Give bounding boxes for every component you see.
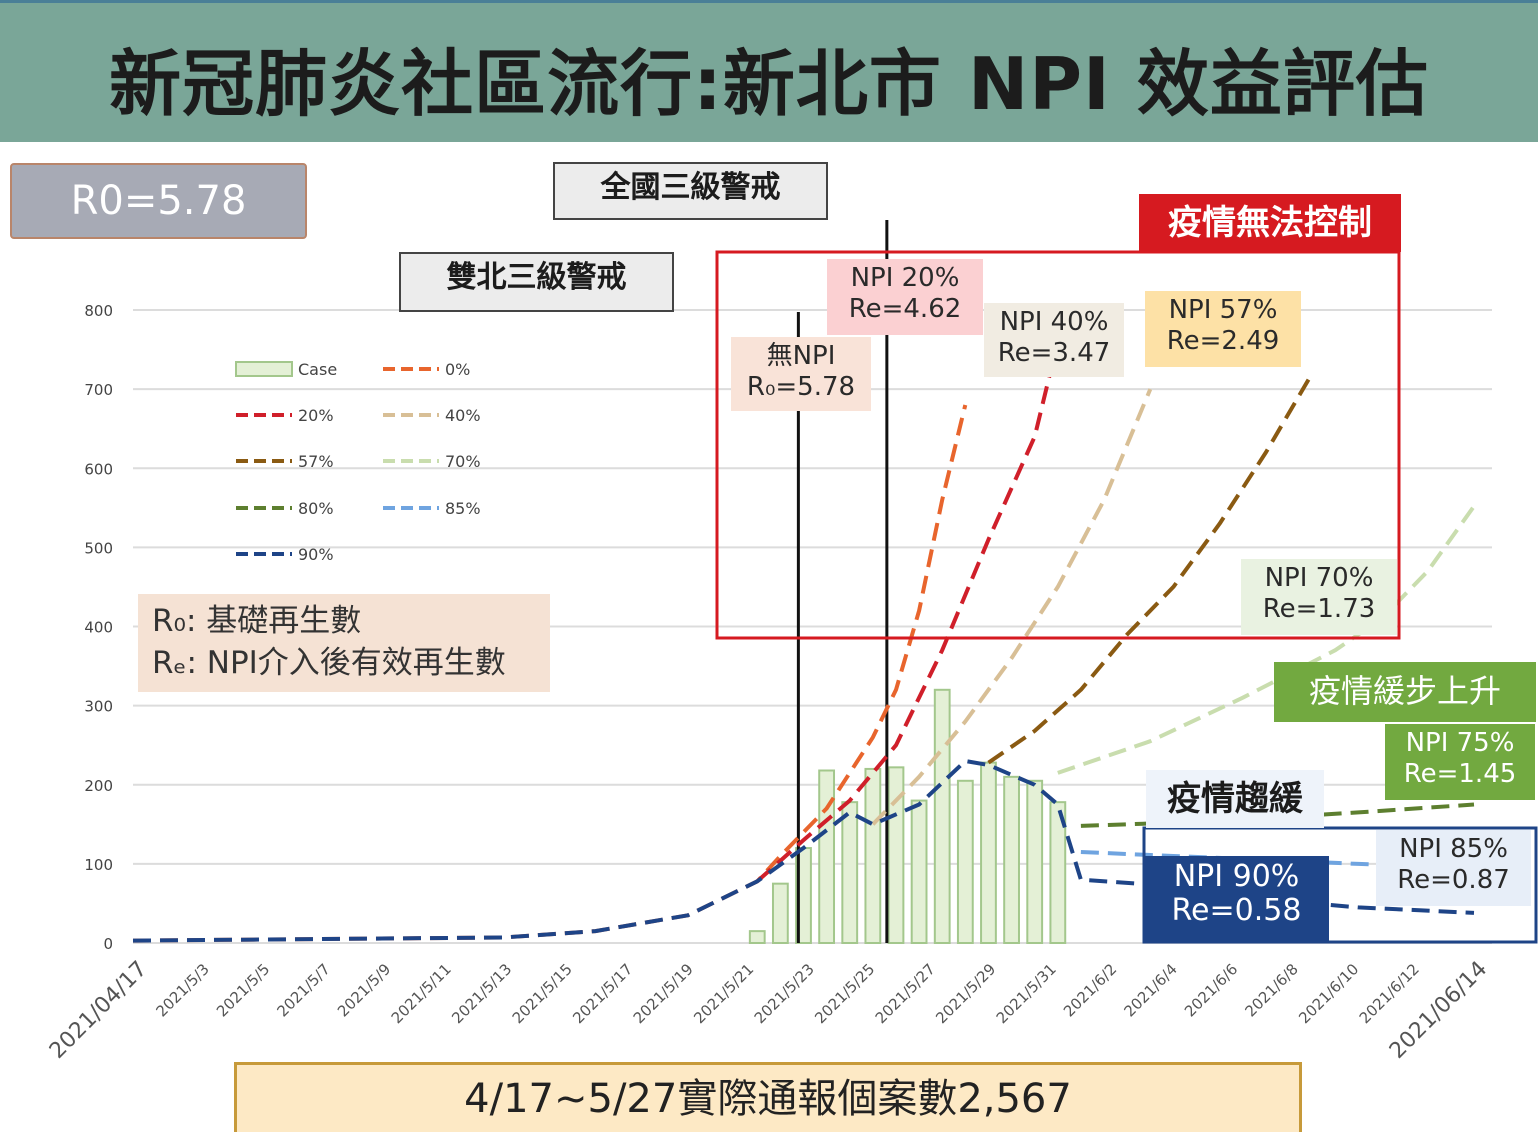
x-tick-label: 2021/5/15 [509, 960, 576, 1027]
case-bar [748, 930, 766, 944]
footer-case-count: 4/17~5/27實際通報個案數2,567 [234, 1062, 1302, 1132]
x-tick-label: 2021/5/27 [872, 960, 939, 1027]
case-bar [887, 766, 905, 945]
annotation-npi-40: NPI 40% Re=3.47 [984, 303, 1124, 377]
x-tick-label: 2021/5/23 [751, 960, 818, 1027]
annotation-npi-85: NPI 85% Re=0.87 [1376, 830, 1531, 906]
y-tick-label: 600 [84, 460, 113, 478]
annotation-line: Re=0.87 [1397, 865, 1510, 895]
case-bar [864, 767, 882, 944]
annotation-line: NPI 90% [1173, 859, 1300, 894]
case-bar [933, 688, 951, 944]
x-tick-label: 2021/6/8 [1241, 960, 1301, 1020]
annotation-npi-75: NPI 75% Re=1.45 [1385, 724, 1535, 800]
legend-label: 0% [445, 360, 470, 379]
series-line [1080, 802, 1475, 828]
case-bar [980, 761, 997, 944]
annotation-line: NPI 70% [1264, 563, 1374, 593]
series-line [871, 388, 1153, 826]
annotation-no-npi: 無NPI R₀=5.78 [731, 337, 871, 411]
annotation-npi-20: NPI 20% Re=4.62 [827, 259, 983, 335]
slow-rise-zone-tag: 疫情緩步上升 [1274, 662, 1536, 722]
x-tick-label: 2021/6/10 [1295, 960, 1362, 1027]
y-tick-label: 400 [84, 619, 113, 637]
case-bar [1049, 801, 1067, 944]
case-bar [1003, 775, 1020, 945]
legend-label: 85% [445, 499, 481, 518]
legend-swatch [235, 361, 293, 377]
uncontrolled-zone-frame [715, 250, 1401, 640]
x-tick-label: 2021/5/19 [630, 960, 697, 1027]
definition-r0: R₀: 基礎再生數 [152, 603, 362, 639]
annotation-line: NPI 20% [850, 263, 960, 293]
legend-label: 90% [298, 545, 334, 564]
y-tick-label: 300 [84, 698, 113, 716]
x-tick-label: 2021/04/17 [45, 957, 152, 1064]
x-tick-label: 2021/5/3 [152, 960, 212, 1020]
case-bar [910, 799, 928, 945]
annotation-npi-57: NPI 57% Re=2.49 [1145, 291, 1301, 367]
case-bar [841, 801, 859, 944]
page-title: 新冠肺炎社區流行:新北市 NPI 效益評估 [109, 42, 1429, 126]
legend-label: 40% [445, 406, 481, 425]
uncontrolled-zone-tag: 疫情無法控制 [1139, 194, 1401, 252]
annotation-line: R₀=5.78 [746, 372, 856, 402]
legend-label: 80% [298, 499, 334, 518]
taipei-alert-label: 雙北三級警戒 [399, 252, 674, 312]
x-tick-label: 2021/5/11 [388, 960, 455, 1027]
x-tick-label: 2021/6/6 [1181, 960, 1241, 1020]
legend-label: 57% [298, 452, 334, 471]
annotation-line: NPI 85% [1399, 834, 1508, 864]
x-tick-label: 2021/5/13 [448, 960, 515, 1027]
annotation-line: NPI 57% [1168, 295, 1278, 325]
x-tick-label: 2021/5/21 [690, 960, 757, 1027]
x-tick-label: 2021/5/25 [811, 960, 878, 1027]
legend-label: Case [298, 360, 337, 379]
annotation-line: NPI 40% [999, 307, 1109, 337]
series-line [987, 372, 1314, 765]
annotation-npi-90: NPI 90% Re=0.58 [1144, 856, 1329, 942]
series-line [1057, 505, 1476, 775]
x-tick-label: 2021/5/7 [273, 960, 333, 1020]
series-line [132, 759, 1475, 943]
x-tick-label: 2021/6/2 [1060, 960, 1120, 1020]
annotation-npi-70: NPI 70% Re=1.73 [1241, 559, 1397, 635]
case-bar [771, 882, 789, 944]
x-tick-label: 2021/5/5 [213, 960, 273, 1020]
x-tick-label: 2021/5/9 [334, 960, 394, 1020]
annotation-line: Re=1.73 [1262, 594, 1376, 624]
y-tick-label: 0 [103, 935, 113, 953]
x-tick-label: 2021/5/29 [932, 960, 999, 1027]
annotation-line: Re=1.45 [1403, 759, 1517, 789]
national-alert-label: 全國三級警戒 [553, 162, 828, 220]
annotation-line: 無NPI [766, 341, 836, 371]
annotation-line: NPI 75% [1405, 728, 1515, 758]
case-bar [818, 769, 836, 944]
annotation-line: Re=4.62 [848, 294, 962, 324]
y-tick-label: 800 [84, 302, 113, 320]
annotation-line: Re=2.49 [1166, 326, 1280, 356]
case-bar [956, 779, 974, 945]
annotation-line: Re=3.47 [997, 338, 1111, 368]
y-tick-label: 100 [84, 856, 113, 874]
case-bar [1026, 779, 1044, 945]
legend-label: 20% [298, 406, 334, 425]
easing-zone-tag: 疫情趨緩 [1146, 770, 1324, 828]
x-tick-label: 2021/6/4 [1120, 960, 1180, 1020]
series-line [755, 341, 1060, 883]
legend-label: 70% [445, 452, 481, 471]
r0-box: R0=5.78 [10, 163, 307, 239]
y-tick-label: 200 [84, 777, 113, 795]
x-tick-label: 2021/5/17 [569, 960, 636, 1027]
y-tick-label: 500 [84, 539, 113, 557]
annotation-line: Re=0.58 [1171, 893, 1302, 928]
definitions-box: R₀: 基礎再生數 Rₑ: NPI介入後有效再生數 [138, 594, 550, 692]
header-bar: 新冠肺炎社區流行:新北市 NPI 效益評估 [0, 0, 1538, 142]
y-tick-label: 700 [84, 381, 113, 399]
x-tick-label: 2021/5/31 [993, 960, 1060, 1027]
definition-re: Rₑ: NPI介入後有效再生數 [152, 645, 506, 681]
